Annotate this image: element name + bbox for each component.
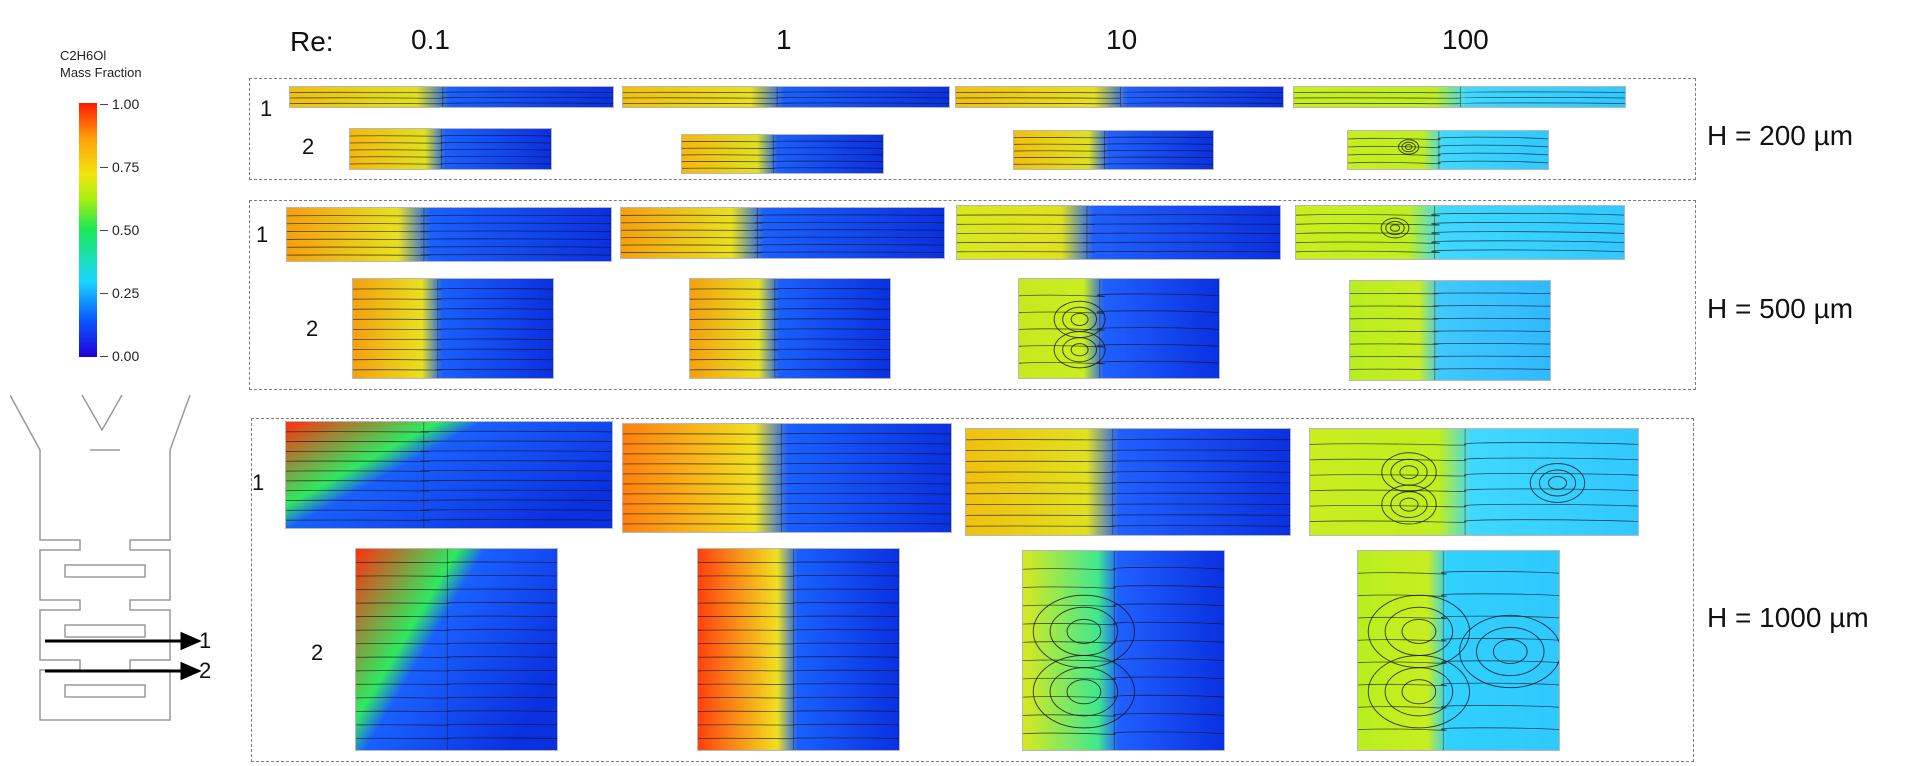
colorbar-tick — [100, 230, 108, 231]
colorbar-tick-label: 0.50 — [112, 222, 140, 238]
panel-h500-re0-1-pos1 — [286, 207, 612, 262]
panel-h200-re0-1-pos2 — [349, 128, 552, 170]
row-label: 1 — [260, 96, 273, 121]
panel-h1000-re0-1-pos2 — [355, 548, 558, 751]
panel-h200-re1-pos2 — [681, 134, 884, 174]
colorbar-tick — [100, 167, 108, 168]
row-label: 1 — [256, 222, 269, 247]
panel-h1000-re10-pos2 — [1022, 550, 1225, 751]
panel-h200-re1-pos1 — [622, 86, 950, 108]
panel-h1000-re100-pos2 — [1357, 550, 1560, 751]
panel-h200-re10-pos2 — [1013, 130, 1214, 170]
colorbar-tick-label: 0.00 — [112, 348, 140, 364]
panel-h200-re10-pos1 — [955, 86, 1284, 108]
panel-h1000-re100-pos1 — [1309, 428, 1639, 536]
colorbar-tick-label: 1.00 — [112, 96, 140, 112]
panel-h1000-re1-pos2 — [697, 548, 900, 751]
mixer-schematic — [10, 395, 202, 721]
colorbar — [79, 103, 97, 357]
panel-h1000-re1-pos1 — [622, 423, 952, 533]
panel-h1000-re10-pos1 — [965, 428, 1291, 536]
panel-h500-re0-1-pos2 — [352, 278, 554, 379]
panel-h500-re1-pos1 — [620, 207, 945, 259]
group-h1000 — [251, 418, 1694, 762]
row-label: 1 — [252, 470, 265, 495]
row-label: 2 — [306, 316, 319, 341]
panel-h500-re10-pos2 — [1018, 278, 1220, 379]
colorbar-tick-label: 0.25 — [112, 285, 140, 301]
re-value-1: 1 — [776, 24, 792, 55]
colorbar-title: C2H6Ol Mass Fraction — [60, 47, 142, 81]
colorbar-tick — [100, 104, 108, 105]
panel-h500-re1-pos2 — [689, 278, 891, 379]
colorbar-tick — [100, 293, 108, 294]
panel-h500-re100-pos1 — [1295, 205, 1625, 260]
height-label-500: H = 500 µm — [1707, 293, 1854, 324]
row-label: 2 — [311, 640, 324, 665]
panel-h500-re10-pos1 — [956, 205, 1281, 260]
group-h200 — [249, 78, 1696, 180]
height-label-200: H = 200 µm — [1707, 120, 1854, 151]
re-value-10: 10 — [1106, 24, 1138, 55]
height-label-1000: H = 1000 µm — [1707, 602, 1869, 633]
group-h500 — [249, 200, 1696, 390]
colorbar-tick — [100, 356, 108, 357]
colorbar-tick-label: 0.75 — [112, 159, 140, 175]
panel-h200-re100-pos1 — [1293, 86, 1626, 108]
panel-h200-re100-pos2 — [1347, 130, 1549, 170]
schematic-label-1: 1 — [199, 628, 212, 653]
schematic-label-2: 2 — [199, 658, 212, 683]
panel-h200-re0-1-pos1 — [289, 86, 614, 108]
re-label: Re: — [290, 26, 334, 57]
panel-h1000-re0-1-pos1 — [285, 421, 613, 529]
colorbar-title-line2: Mass Fraction — [60, 65, 142, 80]
panel-h500-re100-pos2 — [1349, 280, 1551, 381]
colorbar-title-line1: C2H6Ol — [60, 48, 107, 63]
re-value-100: 100 — [1442, 24, 1489, 55]
row-label: 2 — [302, 134, 315, 159]
re-value-0-1: 0.1 — [411, 24, 450, 55]
